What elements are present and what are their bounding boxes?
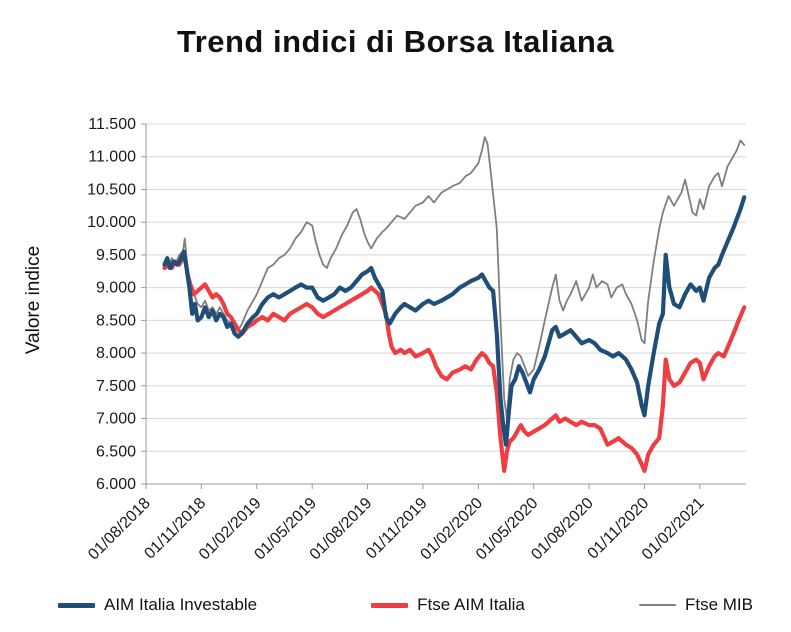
legend-item-aim-italia-investable: AIM Italia Investable	[58, 595, 257, 615]
series-line-ftse-aim-italia	[162, 252, 747, 473]
legend-label: Ftse MIB	[684, 595, 753, 614]
legend-item-ftse-aim-italia: Ftse AIM Italia	[371, 595, 525, 615]
y-tick-label: 9.000	[96, 280, 136, 297]
y-tick-label: 9.500	[96, 247, 136, 264]
y-tick-label: 7.000	[96, 411, 136, 428]
y-tick-label: 11.000	[88, 149, 136, 166]
legend-line-sample-red	[371, 602, 409, 608]
legend-line-sample-gray	[638, 604, 676, 606]
y-tick-label: 8.000	[96, 345, 136, 362]
series-line-ftse-mib	[163, 136, 746, 420]
legend-line-sample-blue	[58, 602, 95, 608]
legend-label: AIM Italia Investable	[104, 595, 258, 614]
y-tick-label: 11.500	[88, 116, 136, 133]
y-tick-label: 6.000	[96, 476, 136, 493]
y-tick-label: 8.500	[96, 312, 136, 329]
chart-title: Trend indici di Borsa Italiana	[176, 24, 615, 59]
chart-legend: AIM Italia Investable Ftse AIM Italia Ft…	[58, 591, 753, 619]
legend-label: Ftse AIM Italia	[417, 595, 525, 614]
y-tick-label: 6.500	[96, 443, 136, 460]
legend-item-ftse-mib: Ftse MIB	[638, 595, 753, 615]
y-tick-label: 10.000	[87, 214, 136, 231]
y-tick-label: 7.500	[96, 378, 136, 395]
y-tick-label: 10.500	[87, 182, 136, 199]
series-line-aim-italia-investable	[162, 195, 747, 447]
